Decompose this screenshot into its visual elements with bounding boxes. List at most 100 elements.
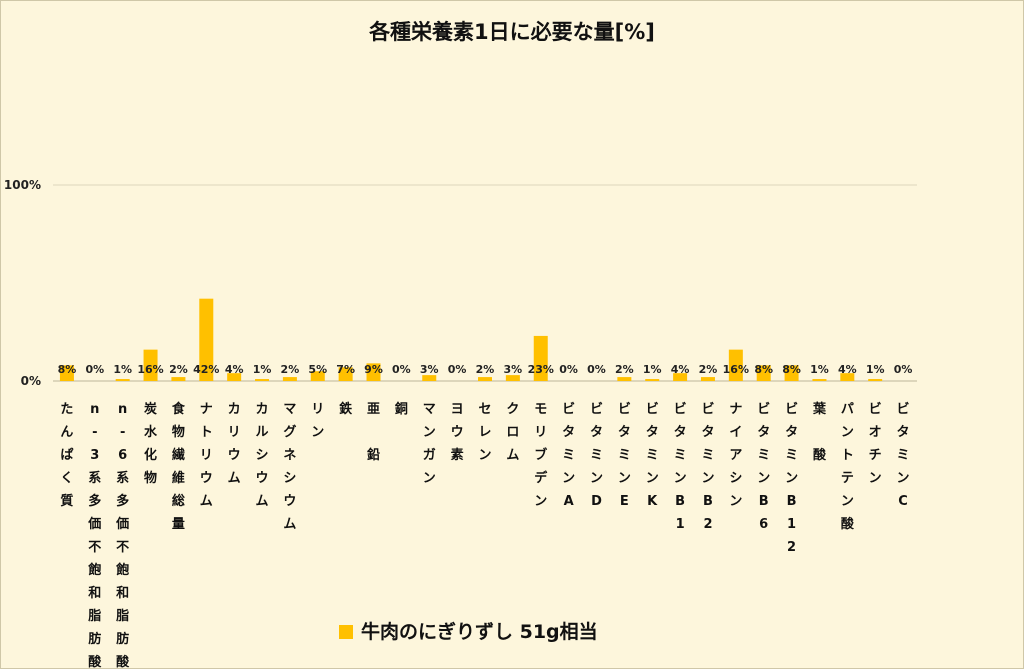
data-label: 0% [894, 363, 913, 376]
category-label: ナイアシン [729, 402, 742, 509]
category-label: ヨウ素 [451, 402, 464, 463]
data-label: 4% [225, 363, 244, 376]
bar [338, 367, 353, 381]
data-label: 8% [58, 363, 77, 376]
data-label: 2% [281, 363, 300, 376]
bar [422, 375, 437, 381]
bar [784, 365, 799, 381]
bar [700, 377, 715, 381]
category-label: ビタミン B 2 [701, 401, 714, 532]
category-label: 亜 鉛 [367, 402, 380, 463]
bar [171, 377, 186, 381]
data-label: 9% [364, 363, 383, 376]
data-label: 8% [754, 363, 773, 376]
y-tick-label: 100% [4, 178, 41, 192]
gridlines [53, 184, 917, 382]
data-label: 23% [528, 363, 554, 376]
category-label: カリウム [228, 402, 241, 486]
bar [199, 298, 214, 381]
data-label: 2% [476, 363, 495, 376]
category-label: 銅 [395, 401, 408, 417]
legend: 牛肉のにぎりずし 51g相当 [339, 620, 598, 643]
data-label: 2% [169, 363, 188, 376]
bar [505, 375, 520, 381]
category-label: ビタミン B 6 [757, 401, 770, 532]
category-label: n ‐6 系多価不飽和脂肪酸 [115, 402, 130, 668]
bar [282, 377, 297, 381]
category-label: 葉 酸 [812, 401, 827, 463]
legend-swatch [339, 625, 353, 639]
category-label: セレン [478, 402, 491, 463]
category-label: ビタミン E [618, 401, 631, 509]
bar [478, 377, 492, 381]
category-label: マグネシウム [283, 402, 296, 532]
bar [728, 349, 743, 381]
data-label: 1% [643, 363, 662, 376]
data-label: 0% [392, 363, 411, 376]
category-label: ビタミン K [646, 401, 659, 509]
data-label: 7% [336, 363, 355, 376]
category-label: ビタミン C [897, 401, 910, 509]
bar [756, 365, 771, 381]
bars [59, 298, 883, 381]
bar [645, 379, 660, 381]
data-label: 8% [782, 363, 801, 376]
data-label: 1% [253, 363, 272, 376]
y-axis-tick-labels: 0% 100% [4, 178, 41, 388]
chart-title: 各種栄養素1日に必要な量[%] [368, 20, 655, 44]
data-label: 0% [448, 363, 467, 376]
bar [143, 349, 158, 381]
category-label: カルシウム [256, 402, 269, 509]
bar [533, 335, 548, 381]
data-label: 16% [723, 363, 749, 376]
category-label: パントテン酸 [841, 402, 855, 532]
category-label: ビタミン D [590, 401, 603, 509]
legend-label: 牛肉のにぎりずし 51g相当 [361, 620, 598, 643]
category-label: モリブデン [534, 402, 548, 509]
data-label: 5% [308, 363, 327, 376]
data-label: 42% [193, 363, 219, 376]
category-label: リン [311, 402, 324, 440]
category-label: 食物繊維総量 [172, 401, 186, 532]
category-label: ビタミン A [562, 401, 575, 509]
bar [227, 373, 242, 381]
category-label: たんぱく質 [60, 402, 73, 509]
category-label: 炭水化物 [144, 401, 158, 486]
bar [255, 379, 270, 381]
category-label: ビタミン B 1 [674, 401, 687, 532]
data-label: 4% [838, 363, 857, 376]
bar [812, 379, 827, 381]
category-label: ビタミン B 1 2 [785, 401, 798, 555]
category-label: 鉄 [339, 401, 352, 417]
bar [310, 371, 325, 381]
data-label: 0% [85, 363, 104, 376]
category-label: n ‐3 系多価不飽和脂肪酸 [87, 402, 102, 668]
data-label: 2% [699, 363, 718, 376]
data-label: 4% [671, 363, 690, 376]
bar [868, 379, 883, 381]
category-label: ビオチン [869, 401, 882, 486]
y-tick-label: 0% [21, 374, 41, 388]
data-label: 3% [504, 363, 523, 376]
data-label: 1% [113, 363, 132, 376]
bar [617, 377, 632, 381]
data-label: 3% [420, 363, 439, 376]
data-label: 1% [810, 363, 829, 376]
bar [59, 365, 74, 381]
data-label: 16% [137, 363, 163, 376]
category-label: クロム [506, 402, 519, 463]
data-label: 2% [615, 363, 634, 376]
data-labels: 8% 0% 1% 16% 2% 42% 4% 1% 2% 5% 7% 9% 0% 3% 0% 2% 3% 23% 0… [58, 363, 913, 376]
bar [115, 379, 130, 381]
bar [673, 373, 688, 381]
bar [840, 373, 855, 381]
data-label: 0% [587, 363, 606, 376]
category-label: マンガン [423, 402, 436, 486]
category-label: ナトリウム [200, 402, 213, 509]
data-label: 1% [866, 363, 885, 376]
bar [366, 363, 381, 381]
data-label: 0% [559, 363, 578, 376]
